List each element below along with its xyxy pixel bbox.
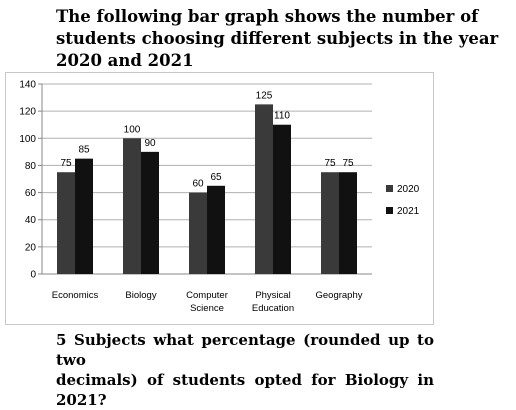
- heading-line-3: 2020 and 2021: [56, 51, 194, 70]
- y-tick-label: 100: [19, 134, 36, 145]
- y-tick-label: 0: [30, 270, 36, 281]
- x-tick-label: Economics: [52, 290, 99, 301]
- question-line-1: 5 Subjects what percentage (rounded up t…: [56, 331, 434, 369]
- data-label: 90: [144, 138, 156, 149]
- bar-2021: [273, 124, 291, 274]
- heading: The following bar graph shows the number…: [56, 6, 499, 72]
- data-label: 100: [124, 124, 141, 135]
- data-label: 60: [192, 179, 204, 190]
- data-label: 65: [210, 172, 222, 183]
- legend-swatch-2020: [386, 185, 393, 192]
- question: 5 Subjects what percentage (rounded up t…: [56, 330, 434, 410]
- x-tick-label: Science: [190, 303, 224, 314]
- legend-label: 2020: [397, 184, 420, 195]
- data-label: 75: [60, 158, 72, 169]
- data-label: 110: [274, 111, 290, 122]
- y-tick-label: 120: [19, 107, 36, 118]
- bar-2021: [207, 185, 225, 274]
- x-tick-label: Computer: [186, 290, 228, 301]
- x-tick-label: Education: [252, 303, 294, 314]
- legend-label: 2021: [397, 206, 420, 217]
- bar-2021: [141, 151, 159, 274]
- bar-2020: [57, 172, 75, 274]
- y-tick-label: 80: [25, 161, 37, 172]
- y-tick-label: 60: [25, 188, 37, 199]
- heading-line-1: The following bar graph shows the number…: [56, 7, 479, 26]
- data-label: 85: [78, 145, 90, 156]
- bar-2021: [75, 158, 93, 274]
- x-tick-label: Biology: [125, 290, 156, 301]
- heading-line-2: students choosing different subjects in …: [56, 29, 499, 48]
- y-tick-label: 20: [25, 242, 37, 253]
- x-tick-label: Physical: [255, 290, 290, 301]
- bar-2020: [255, 104, 273, 274]
- question-line-2: decimals) of students opted for Biology …: [56, 371, 434, 409]
- bar-2021: [339, 172, 357, 274]
- y-tick-label: 40: [25, 215, 37, 226]
- y-tick-label: 140: [19, 80, 36, 91]
- bar-2020: [321, 172, 339, 274]
- data-label: 75: [324, 158, 336, 169]
- data-label: 125: [256, 90, 273, 101]
- x-tick-label: Geography: [315, 290, 362, 301]
- data-label: 75: [342, 158, 354, 169]
- bar-2020: [123, 138, 141, 274]
- bar-2020: [189, 192, 207, 274]
- legend-swatch-2021: [386, 207, 393, 214]
